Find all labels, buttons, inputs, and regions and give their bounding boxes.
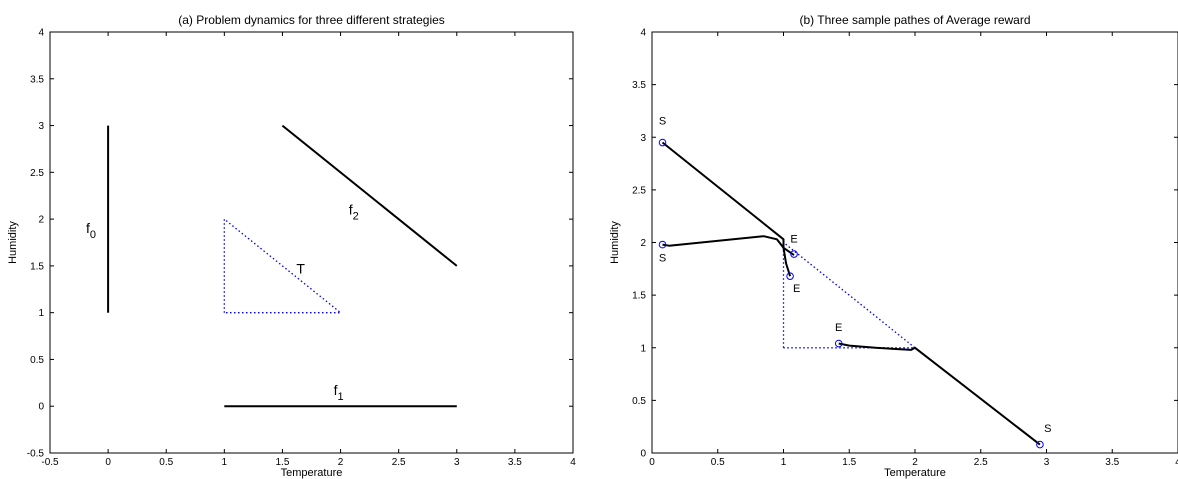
y-tick-label: 2: [38, 215, 44, 226]
y-tick-label: 0: [640, 449, 646, 460]
path-endpoint-marker: [1036, 440, 1044, 449]
path-endpoint-marker: [834, 339, 843, 348]
marker-label: S: [659, 252, 666, 264]
curve-label: f0: [86, 220, 96, 241]
y-tick-label: -0.5: [27, 449, 45, 460]
y-tick-label: 2.5: [632, 185, 646, 196]
x-tick-label: 0: [105, 457, 111, 468]
path-endpoint-marker: [790, 250, 798, 258]
x-tick-label: 0.5: [711, 457, 725, 468]
x-tick-label: 2: [338, 457, 344, 468]
y-tick-label: 4: [38, 28, 44, 39]
y-tick-label: 3: [640, 133, 646, 144]
marker-label: E: [835, 322, 842, 334]
x-tick-label: -0.5: [41, 457, 59, 468]
chart-a: (a) Problem dynamics for three different…: [7, 13, 576, 479]
curve-label: T: [296, 260, 305, 276]
path-endpoint-marker: [658, 240, 667, 249]
chart-b: (b) Three sample pathes of Average rewar…: [609, 13, 1178, 479]
x-tick-label: 4: [570, 457, 576, 468]
y-tick-label: 0: [38, 402, 44, 413]
x-tick-label: 2.5: [392, 457, 406, 468]
y-tick-label: 4: [640, 28, 646, 39]
x-tick-label: 3: [1044, 457, 1050, 468]
x-tick-label: 4: [1175, 457, 1178, 468]
curve-label: f2: [349, 201, 359, 222]
y-tick-label: 2: [640, 238, 646, 249]
x-tick-label: 0.5: [159, 457, 173, 468]
y-tick-label: 1: [640, 343, 646, 354]
marker-label: E: [790, 234, 797, 246]
y-tick-label: 3.5: [632, 80, 646, 91]
curve-label: f1: [334, 382, 344, 403]
y-tick-label: 1.5: [30, 261, 44, 272]
y-tick-label: 3: [38, 121, 44, 132]
series-line-path-3: [838, 342, 1041, 446]
chart-title: (b) Three sample pathes of Average rewar…: [799, 13, 1030, 27]
x-tick-label: 3.5: [508, 457, 522, 468]
marker-label: S: [1044, 423, 1051, 435]
series-line-t: [223, 218, 342, 314]
path-endpoint-marker: [658, 138, 667, 147]
y-tick-label: 3.5: [30, 74, 44, 85]
series-line-path-2: [662, 235, 792, 277]
x-tick-label: 3.5: [1105, 457, 1119, 468]
x-axis-label: Temperature: [884, 467, 946, 479]
y-tick-label: 1.5: [632, 291, 646, 302]
axes-frame: [49, 31, 574, 454]
y-axis-label: Humidity: [609, 221, 621, 264]
y-tick-label: 2.5: [30, 168, 44, 179]
series-line-f2: [281, 124, 458, 267]
y-tick-label: 0.5: [30, 355, 44, 366]
y-tick-label: 1: [38, 308, 44, 319]
x-tick-label: 1.5: [275, 457, 289, 468]
axes-frame: [651, 31, 1178, 454]
chart-title: (a) Problem dynamics for three different…: [178, 13, 445, 27]
x-tick-label: 2: [912, 457, 918, 468]
x-axis-label: Temperature: [281, 467, 343, 479]
x-tick-label: 1.5: [842, 457, 856, 468]
x-tick-label: 3: [454, 457, 460, 468]
marker-label: E: [793, 283, 800, 295]
path-endpoint-marker: [786, 272, 794, 280]
marker-label: S: [659, 116, 666, 128]
series-line-t: [782, 241, 916, 349]
series-line-path-1: [661, 141, 795, 256]
x-tick-label: 1: [781, 457, 787, 468]
x-tick-label: 1: [222, 457, 228, 468]
x-tick-label: 0: [649, 457, 655, 468]
y-axis-label: Humidity: [7, 221, 19, 264]
x-tick-label: 2.5: [974, 457, 988, 468]
y-tick-label: 0.5: [632, 396, 646, 407]
